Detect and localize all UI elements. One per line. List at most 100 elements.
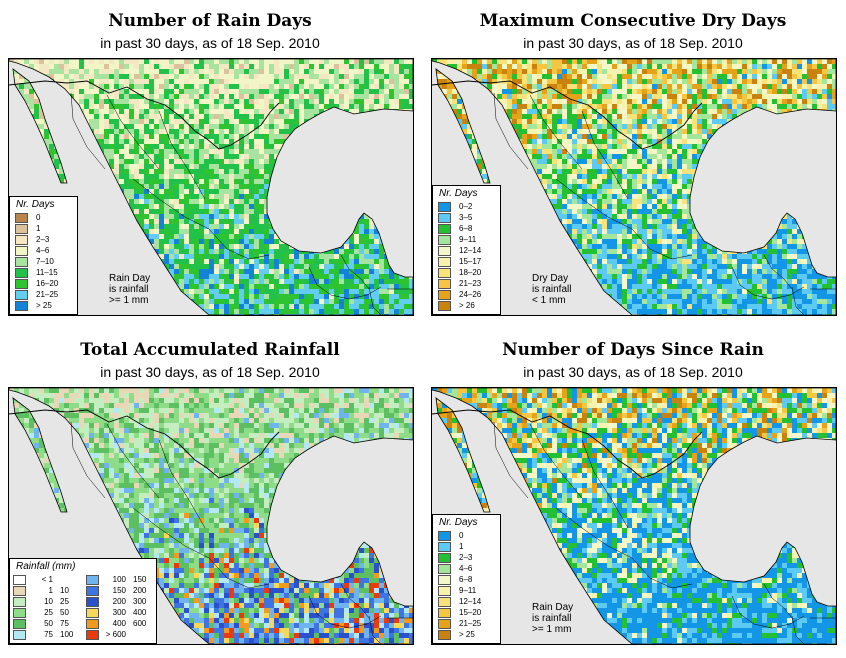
legend-label: 9–11 bbox=[459, 235, 477, 244]
legend-swatch bbox=[86, 596, 99, 607]
state-border bbox=[70, 421, 106, 499]
legend-item: 15–17 bbox=[433, 256, 500, 267]
legend-swatch bbox=[438, 530, 451, 541]
us-mexico-border bbox=[432, 409, 703, 479]
state-border bbox=[368, 615, 382, 644]
legend: Nr. Days 0 1 2–3 4–6 7–10 11–15 16–20 21–25 > 25 bbox=[9, 196, 78, 315]
state-border bbox=[529, 94, 583, 170]
legend-title: Nr. Days bbox=[439, 517, 478, 528]
coastline bbox=[432, 59, 836, 315]
legend-swatch bbox=[438, 278, 451, 289]
legend-item: 9–11 bbox=[433, 585, 500, 596]
map-consecutive-dry-days: Nr. Days 0–2 3–5 6–8 9–11 12–14 15–17 18–20 21–… bbox=[431, 58, 837, 316]
legend-swatch bbox=[13, 629, 26, 640]
legend-swatch bbox=[15, 289, 28, 300]
legend-swatch bbox=[86, 585, 99, 596]
legend-label: 6–8 bbox=[459, 224, 473, 233]
state-border bbox=[581, 110, 629, 200]
legend-item: 7–10 bbox=[10, 256, 77, 267]
legend-item: 150 200 bbox=[86, 585, 153, 596]
definition-note: Dry Day is rainfall < 1 mm bbox=[532, 273, 572, 306]
legend-item: 400 600 bbox=[86, 618, 153, 629]
legend-swatch bbox=[86, 574, 99, 585]
legend-item: 4–6 bbox=[10, 245, 77, 256]
legend-label: > 26 bbox=[459, 301, 475, 310]
state-border bbox=[731, 595, 805, 629]
state-border bbox=[791, 615, 805, 644]
legend-label: 12–14 bbox=[459, 246, 482, 255]
legend-label: > 25 bbox=[36, 301, 52, 310]
legend-label: 21–23 bbox=[459, 279, 482, 288]
legend-item: 200 300 bbox=[86, 596, 153, 607]
legend-label: 15–20 bbox=[459, 608, 482, 617]
map-canvas bbox=[9, 388, 413, 644]
map-days-since-rain: Nr. Days 0 1 2–3 4–6 6–8 9–11 12–14 15–20 21–25 >… bbox=[431, 387, 837, 645]
legend-label: 9–11 bbox=[459, 586, 477, 595]
legend-title: Nr. Days bbox=[439, 188, 478, 199]
legend-swatch bbox=[438, 574, 451, 585]
legend-swatch bbox=[13, 618, 26, 629]
legend-item: 12–14 bbox=[433, 245, 500, 256]
state-border bbox=[529, 423, 583, 499]
state-border bbox=[555, 178, 633, 230]
legend-item: 21–25 bbox=[433, 618, 500, 629]
legend-range-low: 1 bbox=[48, 586, 53, 595]
legend-range-high: 300 bbox=[133, 597, 147, 606]
legend-range-high: 10 bbox=[60, 586, 69, 595]
legend-swatch bbox=[86, 618, 99, 629]
legend-swatch bbox=[438, 223, 451, 234]
legend-item: 24–26 bbox=[433, 289, 500, 300]
map-total-rainfall: Rainfall (mm) < 1 100 150 1 10 150 200 10 25 200 3… bbox=[8, 387, 414, 645]
definition-note: Rain Day is rainfall >= 1 mm bbox=[109, 273, 151, 306]
state-border bbox=[763, 254, 793, 290]
legend-item: 18–20 bbox=[433, 267, 500, 278]
legend-range-low: < 1 bbox=[41, 575, 53, 584]
legend-label: > 25 bbox=[459, 630, 475, 639]
legend-item: 0 bbox=[433, 530, 500, 541]
baja-coastline bbox=[435, 397, 491, 513]
state-border bbox=[132, 507, 210, 559]
legend-item: > 600 bbox=[86, 629, 153, 640]
legend-item: 1 10 bbox=[13, 585, 80, 596]
legend-swatch bbox=[438, 596, 451, 607]
panel-days-since-rain: Number of Days Since Rain in past 30 day… bbox=[423, 329, 843, 658]
legend-item: 12–14 bbox=[433, 596, 500, 607]
legend-label: 21–25 bbox=[36, 290, 59, 299]
state-border bbox=[763, 583, 793, 619]
legend-swatch bbox=[15, 212, 28, 223]
legend-range-low: 10 bbox=[44, 597, 53, 606]
legend-item: > 25 bbox=[433, 629, 500, 640]
legend-range-high: 600 bbox=[133, 619, 147, 628]
legend: Nr. Days 0 1 2–3 4–6 6–8 9–11 12–14 15–20 21–25 >… bbox=[432, 514, 501, 644]
legend-item: 6–8 bbox=[433, 223, 500, 234]
legend-label: 11–15 bbox=[36, 268, 58, 277]
legend-swatch bbox=[438, 607, 451, 618]
state-border bbox=[308, 266, 382, 300]
state-border bbox=[493, 421, 529, 499]
panel-subtitle: in past 30 days, as of 18 Sep. 2010 bbox=[523, 364, 743, 380]
state-border bbox=[631, 557, 693, 589]
legend-label: 0 bbox=[459, 531, 464, 540]
legend-label: 1 bbox=[36, 224, 41, 233]
baja-coastline bbox=[435, 68, 491, 184]
legend-swatch bbox=[438, 234, 451, 245]
legend-swatch bbox=[86, 629, 99, 640]
state-border bbox=[555, 507, 633, 559]
legend-title: Nr. Days bbox=[16, 199, 55, 210]
legend-range-high: 25 bbox=[60, 597, 69, 606]
legend-item: 100 150 bbox=[86, 574, 153, 585]
legend-swatch bbox=[15, 267, 28, 278]
legend-item: 2–3 bbox=[433, 552, 500, 563]
legend-range-low: 300 bbox=[112, 608, 126, 617]
legend-swatch bbox=[13, 585, 26, 596]
us-mexico-border bbox=[432, 80, 703, 150]
state-border bbox=[132, 178, 210, 230]
legend-label: 2–3 bbox=[36, 235, 50, 244]
legend-item: 6–8 bbox=[433, 574, 500, 585]
legend-item: 15–20 bbox=[433, 607, 500, 618]
legend-swatch bbox=[13, 607, 26, 618]
panel-title: Total Accumulated Rainfall bbox=[80, 340, 340, 360]
legend-item: 21–23 bbox=[433, 278, 500, 289]
state-border bbox=[70, 92, 106, 170]
panel-rain-days: Number of Rain Days in past 30 days, as … bbox=[0, 0, 420, 329]
